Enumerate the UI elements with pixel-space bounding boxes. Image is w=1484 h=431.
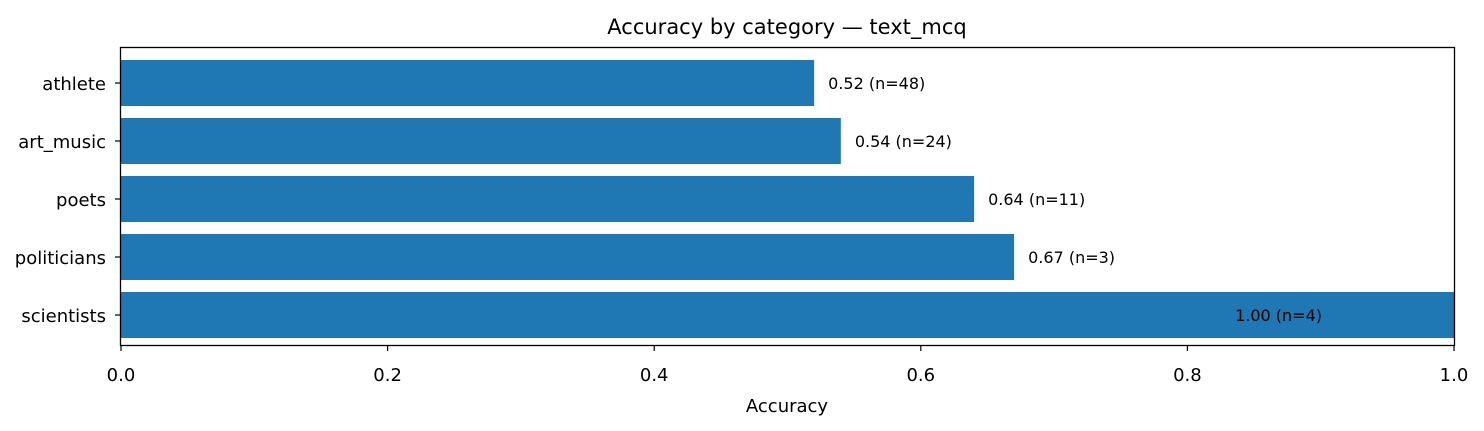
x-tick-label-3: 0.6 <box>906 365 935 386</box>
bar-athlete <box>121 60 815 106</box>
y-tick-label-scientists: scientists <box>21 306 106 327</box>
bar-poets <box>121 176 975 222</box>
x-tick-label-0: 0.0 <box>107 365 136 386</box>
x-axis: 0.0 0.2 0.4 0.6 0.8 1.0 <box>107 345 1469 386</box>
bar-labels-group: 0.52 (n=48) 0.54 (n=24) 0.64 (n=11) 0.67 (n… <box>828 74 1322 325</box>
x-tick-label-1: 0.2 <box>373 365 402 386</box>
x-tick-label-5: 1.0 <box>1440 365 1469 386</box>
y-tick-label-athlete: athlete <box>42 74 106 95</box>
x-axis-label: Accuracy <box>746 396 829 417</box>
bar-label-scientists: 1.00 (n=4) <box>1235 306 1322 325</box>
bar-label-art_music: 0.54 (n=24) <box>855 132 952 151</box>
plot-frame <box>119 46 1456 347</box>
bar-politicians <box>121 234 1015 280</box>
chart-title: Accuracy by category — text_mcq <box>607 15 966 40</box>
bars-group <box>121 60 1454 338</box>
bar-art_music <box>121 118 841 164</box>
x-tick-label-4: 0.8 <box>1173 365 1202 386</box>
x-tick-label-2: 0.4 <box>640 365 669 386</box>
y-tick-label-politicians: politicians <box>15 248 106 269</box>
bar-label-athlete: 0.52 (n=48) <box>828 74 925 93</box>
bar-scientists <box>121 292 1454 338</box>
bar-label-poets: 0.64 (n=11) <box>988 190 1085 209</box>
bar-label-politicians: 0.67 (n=3) <box>1028 248 1115 267</box>
y-tick-label-art_music: art_music <box>18 132 106 153</box>
y-tick-label-poets: poets <box>56 190 106 211</box>
